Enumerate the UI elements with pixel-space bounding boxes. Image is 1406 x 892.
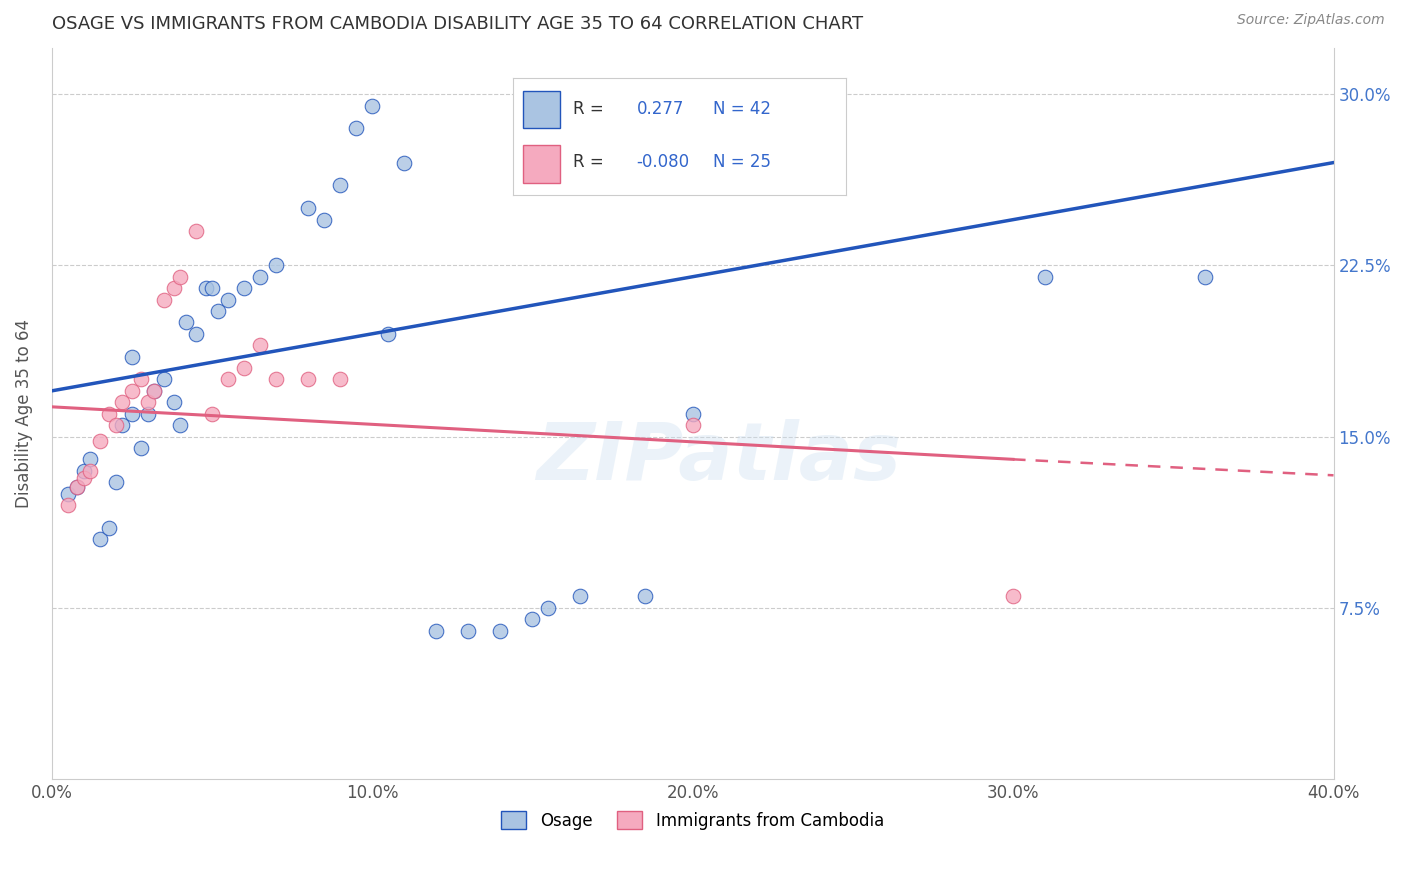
Point: [184, 224, 207, 238]
Point: [264, 258, 287, 272]
Point: [136, 407, 159, 421]
Point: [457, 624, 479, 638]
Point: [56, 486, 79, 500]
Point: [522, 612, 544, 626]
Point: [121, 407, 143, 421]
Y-axis label: Disability Age 35 to 64: Disability Age 35 to 64: [15, 319, 32, 508]
Point: [194, 281, 217, 295]
Point: [1002, 589, 1025, 603]
Point: [89, 533, 111, 547]
Point: [233, 361, 256, 376]
Point: [249, 338, 271, 352]
Legend: Osage, Immigrants from Cambodia: Osage, Immigrants from Cambodia: [495, 805, 890, 837]
Point: [207, 304, 229, 318]
Text: Source: ZipAtlas.com: Source: ZipAtlas.com: [1237, 13, 1385, 28]
Point: [184, 326, 207, 341]
Point: [314, 212, 336, 227]
Point: [176, 315, 198, 329]
Point: [297, 372, 319, 386]
Point: [344, 121, 367, 136]
Point: [153, 293, 176, 307]
Point: [104, 475, 127, 490]
Point: [377, 326, 399, 341]
Point: [111, 418, 134, 433]
Point: [162, 281, 184, 295]
Point: [66, 480, 89, 494]
Point: [201, 407, 224, 421]
Point: [201, 281, 224, 295]
Point: [79, 452, 101, 467]
Point: [131, 441, 153, 455]
Point: [361, 98, 384, 112]
Point: [682, 418, 704, 433]
Point: [425, 624, 447, 638]
Point: [682, 407, 704, 421]
Point: [89, 434, 111, 448]
Point: [98, 407, 121, 421]
Point: [169, 418, 191, 433]
Point: [537, 600, 560, 615]
Point: [1194, 269, 1216, 284]
Point: [143, 384, 166, 398]
Point: [111, 395, 134, 409]
Point: [169, 269, 191, 284]
Point: [1033, 269, 1056, 284]
Point: [162, 395, 184, 409]
Point: [73, 470, 96, 484]
Point: [66, 480, 89, 494]
Point: [217, 293, 239, 307]
Point: [56, 498, 79, 512]
Point: [98, 521, 121, 535]
Point: [136, 395, 159, 409]
Point: [143, 384, 166, 398]
Point: [297, 201, 319, 215]
Point: [153, 372, 176, 386]
Point: [569, 589, 592, 603]
Point: [633, 589, 655, 603]
Point: [121, 350, 143, 364]
Point: [121, 384, 143, 398]
Point: [489, 624, 512, 638]
Point: [233, 281, 256, 295]
Point: [79, 464, 101, 478]
Point: [394, 155, 416, 169]
Text: OSAGE VS IMMIGRANTS FROM CAMBODIA DISABILITY AGE 35 TO 64 CORRELATION CHART: OSAGE VS IMMIGRANTS FROM CAMBODIA DISABI…: [52, 15, 863, 33]
Point: [264, 372, 287, 386]
Point: [73, 464, 96, 478]
Text: ZIPatlas: ZIPatlas: [536, 418, 901, 497]
Point: [329, 178, 352, 193]
Point: [131, 372, 153, 386]
Point: [104, 418, 127, 433]
Point: [329, 372, 352, 386]
Point: [249, 269, 271, 284]
Point: [217, 372, 239, 386]
